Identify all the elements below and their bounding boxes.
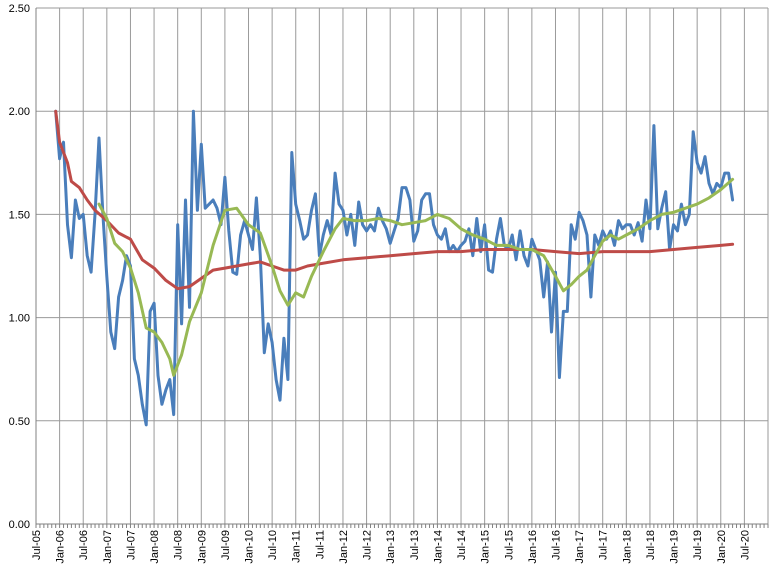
- x-tick-label: Jul-12: [362, 530, 374, 560]
- x-tick-label: Jul-18: [645, 530, 657, 560]
- x-tick-label: Jul-11: [314, 530, 326, 559]
- series-line-3: [97, 177, 735, 377]
- x-tick-label: Jan-16: [527, 530, 539, 564]
- x-tick-label: Jan-12: [338, 530, 350, 564]
- y-tick-label: 1.00: [9, 313, 30, 325]
- y-tick-label: 0.50: [9, 416, 30, 428]
- x-tick-label: Jan-14: [432, 530, 444, 564]
- series-line-2: [54, 109, 735, 291]
- x-tick-label: Jul-19: [692, 530, 704, 560]
- x-tick-label: Jan-17: [574, 530, 586, 564]
- x-tick-label: Jul-09: [220, 530, 232, 560]
- x-tick-label: Jan-11: [291, 530, 303, 563]
- x-tick-label: Jan-15: [480, 530, 492, 564]
- tick-labels: 0.00 0.50 1.00 1.50 2.00 2.50 Jul-05 Jan-06 Jul-…: [9, 3, 752, 564]
- y-tick-label: 2.50: [9, 3, 30, 15]
- x-tick-label: Jul-10: [267, 530, 279, 560]
- series-line-1: [54, 109, 735, 427]
- x-tick-label: Jan-08: [149, 530, 161, 564]
- x-tick-label: Jan-13: [385, 530, 397, 564]
- x-tick-label: Jan-10: [244, 530, 256, 564]
- y-tick-label: 2.00: [9, 106, 30, 118]
- x-tick-label: Jul-08: [173, 530, 185, 560]
- x-tick-label: Jul-20: [739, 530, 751, 560]
- grid: [35, 7, 769, 525]
- y-tick-label: 1.50: [9, 209, 30, 221]
- x-tick-label: Jul-06: [78, 530, 90, 560]
- x-tick-label: Jan-18: [621, 530, 633, 564]
- x-tick-label: Jan-19: [669, 530, 681, 564]
- axes: [35, 8, 769, 528]
- x-tick-label: Jan-09: [196, 530, 208, 564]
- x-tick-label: Jan-06: [55, 530, 67, 564]
- x-tick-label: Jul-16: [550, 530, 562, 560]
- x-tick-label: Jul-05: [31, 530, 43, 560]
- x-tick-label: Jan-20: [716, 530, 728, 564]
- x-tick-label: Jul-14: [456, 530, 468, 560]
- x-tick-label: Jul-17: [598, 530, 610, 560]
- series-lines: [54, 109, 735, 427]
- y-tick-label: 0.00: [9, 519, 30, 531]
- x-tick-label: Jul-07: [125, 530, 137, 560]
- x-tick-label: Jul-13: [409, 530, 421, 560]
- x-tick-label: Jan-07: [102, 530, 114, 564]
- x-tick-label: Jul-15: [503, 530, 515, 560]
